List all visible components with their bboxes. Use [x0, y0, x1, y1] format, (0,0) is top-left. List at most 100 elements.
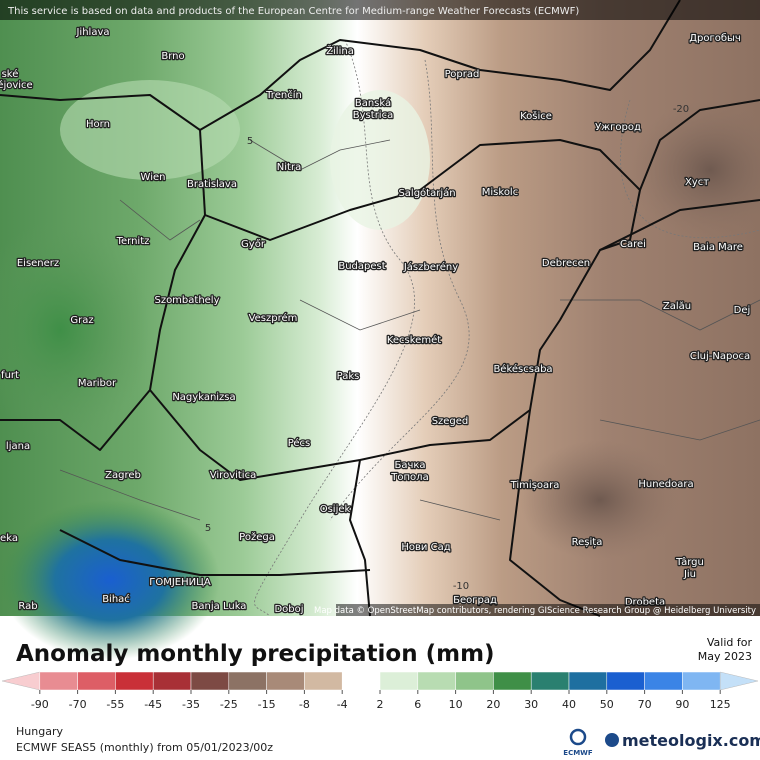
city-label: Jihlava: [75, 27, 109, 38]
city-label: Bystrica: [353, 110, 393, 121]
city-label: Virovitica: [210, 470, 256, 481]
colorbar-tick-label: 90: [675, 698, 689, 711]
city-label: Ternitz: [116, 236, 150, 247]
city-label: Paks: [337, 371, 360, 382]
city-label: Jászberény: [403, 261, 458, 273]
city-label: Baia Mare: [693, 242, 743, 253]
city-label: ské: [2, 68, 19, 80]
contour-label: -20: [673, 104, 689, 115]
colorbar-arrow: [719, 671, 759, 691]
city-label: Žilina: [326, 44, 354, 57]
colorbar-tick-label: -55: [106, 698, 124, 711]
map-region: [0, 220, 150, 440]
city-label: Хуст: [685, 177, 709, 188]
colorbar-swatch: [379, 671, 419, 691]
brand-icon: [605, 733, 619, 747]
contours: [254, 39, 760, 617]
city-label: Debrecen: [542, 258, 590, 269]
colorbar-swatch: [682, 671, 721, 691]
colorbar-swatch: [77, 671, 116, 691]
colorbar-swatch: [417, 671, 456, 691]
brand: meteologix.com: [622, 731, 760, 750]
city-label: Nitra: [277, 162, 301, 173]
city-label: Jiu: [683, 569, 696, 580]
city-label: Дрогобыч: [689, 33, 741, 44]
colorbar-swatch: [152, 671, 192, 691]
city-label: Zagreb: [105, 470, 141, 481]
city-label: Maribor: [78, 378, 117, 389]
colorbar-swatch: [530, 671, 570, 691]
colorbar-tick-label: 30: [524, 698, 538, 711]
city-label: ějovice: [0, 79, 33, 91]
city-label: Wien: [141, 172, 166, 183]
colorbar-tick-label: 2: [377, 698, 384, 711]
city-label: Zalău: [663, 301, 691, 312]
colorbar-tick-label: 125: [710, 698, 731, 711]
colorbar-swatch: [644, 671, 683, 691]
colorbar-swatch: [304, 671, 343, 691]
city-label: Trenčín: [265, 89, 302, 101]
city-label: Бачка: [394, 460, 425, 471]
colorbar-tick-label: 50: [600, 698, 614, 711]
city-label: Rab: [18, 601, 37, 612]
ecmwf-icon: [569, 728, 587, 746]
city-label: Graz: [70, 315, 93, 326]
city-label: Nagykanizsa: [172, 392, 235, 403]
colorbar-tick-label: -4: [337, 698, 348, 711]
colorbar-arrow: [1, 671, 41, 691]
city-label: Ужгород: [595, 122, 641, 133]
legend-title: Anomaly monthly precipitation (mm): [16, 641, 495, 667]
colorbar-swatch: [493, 671, 532, 691]
colorbar-swatch: [606, 671, 645, 691]
city-label: Târgu: [675, 556, 704, 568]
city-label: Horn: [86, 119, 110, 130]
city-label: eka: [0, 533, 18, 544]
city-label: Doboj: [274, 604, 303, 615]
city-label: Banja Luka: [192, 601, 247, 612]
colorbar-tick-label: 70: [638, 698, 652, 711]
city-label: ljana: [6, 441, 30, 452]
colorbar-swatch: [39, 671, 78, 691]
city-label: Požega: [239, 531, 275, 543]
contour-label: 5: [247, 136, 253, 147]
city-label: furt: [1, 370, 19, 381]
model-info: ECMWF SEAS5 (monthly) from 05/01/2023/00…: [16, 741, 273, 754]
city-label: Brno: [161, 51, 184, 62]
colorbar-tick-label: -35: [182, 698, 200, 711]
valid-label: Valid for: [707, 636, 753, 649]
colorbar-tick-label: 10: [449, 698, 463, 711]
city-label: Топола: [390, 472, 428, 483]
city-label: Bratislava: [187, 179, 237, 190]
map-region: [0, 500, 220, 660]
city-label: Нови Сад: [401, 542, 450, 553]
valid-date: May 2023: [698, 650, 752, 663]
city-label: ГОМЈЕНИЦА: [149, 577, 211, 588]
city-label: Carei: [620, 239, 646, 250]
banner-text: This service is based on data and produc…: [7, 6, 579, 17]
colorbar-swatch: [455, 671, 494, 691]
city-label: Dej: [734, 305, 751, 316]
city-label: Salgótarján: [398, 187, 455, 199]
map-region: [520, 440, 680, 560]
colorbar-swatch: [341, 671, 381, 691]
colorbar-tick-label: -8: [299, 698, 310, 711]
city-label: Reșița: [572, 537, 603, 548]
city-label: Veszprém: [249, 312, 298, 324]
region: Hungary: [16, 725, 63, 738]
attribution: Map data © OpenStreetMap contributors, r…: [314, 606, 756, 616]
banner-background: [0, 0, 760, 20]
colorbar-swatch: [115, 671, 154, 691]
colorbar-tick-label: -90: [31, 698, 49, 711]
city-label: Miskolc: [482, 187, 518, 198]
city-label: Eisenerz: [17, 258, 59, 269]
contour-label: -10: [453, 581, 469, 592]
city-label: Poprad: [445, 69, 480, 80]
colorbar-tick-label: 40: [562, 698, 576, 711]
attribution-background: [336, 604, 760, 616]
city-label: Košice: [520, 110, 552, 122]
ecmwf-text: ECMWF: [563, 749, 593, 757]
colorbar-tick-label: -25: [220, 698, 238, 711]
contour-label: 5: [205, 523, 211, 534]
